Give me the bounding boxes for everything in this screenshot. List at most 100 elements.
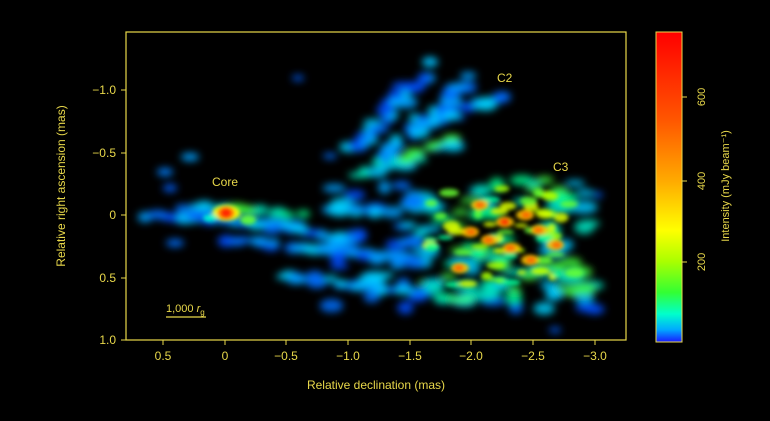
emission-blob: [448, 296, 475, 304]
emission-blob: [564, 180, 585, 187]
emission-blob: [354, 228, 367, 243]
emission-blob: [387, 89, 403, 100]
emission-blob: [422, 57, 438, 67]
y-axis-ticks: −1.0 −0.5 0 0.5 1.0: [92, 83, 126, 347]
emission-blob: [483, 237, 494, 243]
emission-blob: [397, 301, 414, 315]
emission-blob: [389, 261, 406, 270]
emission-blob: [439, 188, 459, 197]
emission-blob: [440, 273, 457, 281]
emission-blob: [393, 285, 413, 295]
emission-blob: [329, 263, 349, 270]
emission-blob: [395, 96, 418, 109]
emission-blob: [574, 220, 595, 235]
emission-blob: [344, 189, 366, 201]
emission-blob: [549, 327, 561, 333]
emission-blob: [517, 270, 527, 275]
emission-blob: [520, 196, 538, 206]
emission-blob: [425, 199, 438, 207]
y-axis-label: Relative right ascension (mas): [54, 105, 68, 266]
emission-blob: [240, 215, 256, 225]
emission-blob: [278, 211, 296, 219]
colorbar-label: Intensity (mJy beam⁻¹): [720, 130, 732, 242]
emission-blob: [501, 279, 521, 286]
intensity-map: [126, 32, 626, 340]
emission-blob: [441, 110, 462, 121]
x-tick-label: −3.0: [583, 349, 607, 363]
emission-blob: [453, 265, 464, 271]
emission-blob: [474, 289, 499, 301]
colorbar-tick-label: 200: [696, 253, 708, 271]
emission-blob: [483, 221, 497, 227]
emission-blob: [392, 180, 411, 190]
emission-blob: [368, 124, 389, 134]
emission-blob: [285, 274, 308, 285]
emission-blob: [481, 271, 493, 281]
emission-blob: [203, 214, 217, 222]
emission-blob: [494, 185, 510, 192]
emission-blob: [488, 277, 507, 282]
c2-label: C2: [497, 71, 513, 85]
emission-blob: [560, 200, 578, 208]
emission-blob: [323, 275, 338, 283]
emission-blob: [229, 236, 254, 244]
x-axis-ticks: 0.5 0 −0.5 −1.0 −1.5 −2.0 −2.5 −3.0: [155, 340, 607, 363]
emission-blob: [490, 207, 509, 215]
emission-blob: [505, 290, 523, 305]
colorbar-tick-label: 400: [696, 172, 708, 190]
emission-blob: [536, 235, 553, 242]
emission-blob: [163, 184, 177, 192]
x-tick-label: −2.5: [521, 349, 545, 363]
emission-blob: [292, 75, 304, 81]
emission-blob: [535, 176, 554, 184]
x-axis-label: Relative declination (mas): [307, 378, 445, 392]
x-tick-label: −1.5: [398, 349, 422, 363]
y-tick-label: −0.5: [92, 146, 116, 160]
scale-bar-symbol: r: [197, 303, 202, 315]
emission-blob: [424, 282, 444, 294]
emission-blob: [494, 91, 512, 103]
emission-blob: [157, 168, 173, 176]
colorbar-frame: [655, 31, 683, 343]
emission-blob: [323, 153, 337, 159]
emission-blob: [401, 257, 427, 269]
emission-blob: [534, 267, 547, 274]
emission-blob: [496, 229, 515, 234]
emission-blob: [403, 234, 425, 248]
emission-blob: [262, 223, 282, 235]
emission-blob: [434, 212, 447, 220]
emission-blob: [564, 268, 584, 278]
emission-blob: [546, 252, 565, 257]
emission-blob: [526, 180, 542, 189]
emission-blob: [474, 209, 482, 219]
emission-blob: [452, 208, 469, 216]
emission-blob: [334, 231, 347, 241]
emission-blob: [363, 290, 381, 303]
emission-blob: [416, 225, 442, 233]
emission-blob: [412, 83, 427, 90]
emission-blob: [466, 229, 477, 235]
emission-blob: [501, 219, 509, 225]
emission-blob: [514, 223, 528, 228]
emission-blob: [174, 204, 190, 213]
emission-blob: [437, 235, 454, 240]
emission-blob: [322, 183, 346, 193]
scale-bar-value: 1,000: [166, 303, 194, 315]
emission-blob: [381, 141, 406, 151]
emission-blob: [503, 252, 518, 259]
emission-blob: [472, 184, 492, 197]
emission-blob: [486, 262, 506, 269]
core-label: Core: [212, 175, 238, 189]
emission-blob: [378, 180, 391, 194]
emission-blob: [181, 153, 199, 161]
emission-blob: [444, 281, 462, 288]
x-tick-label: 0.5: [155, 349, 172, 363]
colorbar: 200 400 600 Intensity (mJy beam⁻¹): [655, 31, 732, 343]
emission-blob: [447, 82, 468, 90]
emission-blob: [371, 157, 385, 167]
plot-frame: [125, 31, 627, 341]
emission-blob: [551, 242, 562, 248]
emission-blob: [367, 206, 383, 219]
